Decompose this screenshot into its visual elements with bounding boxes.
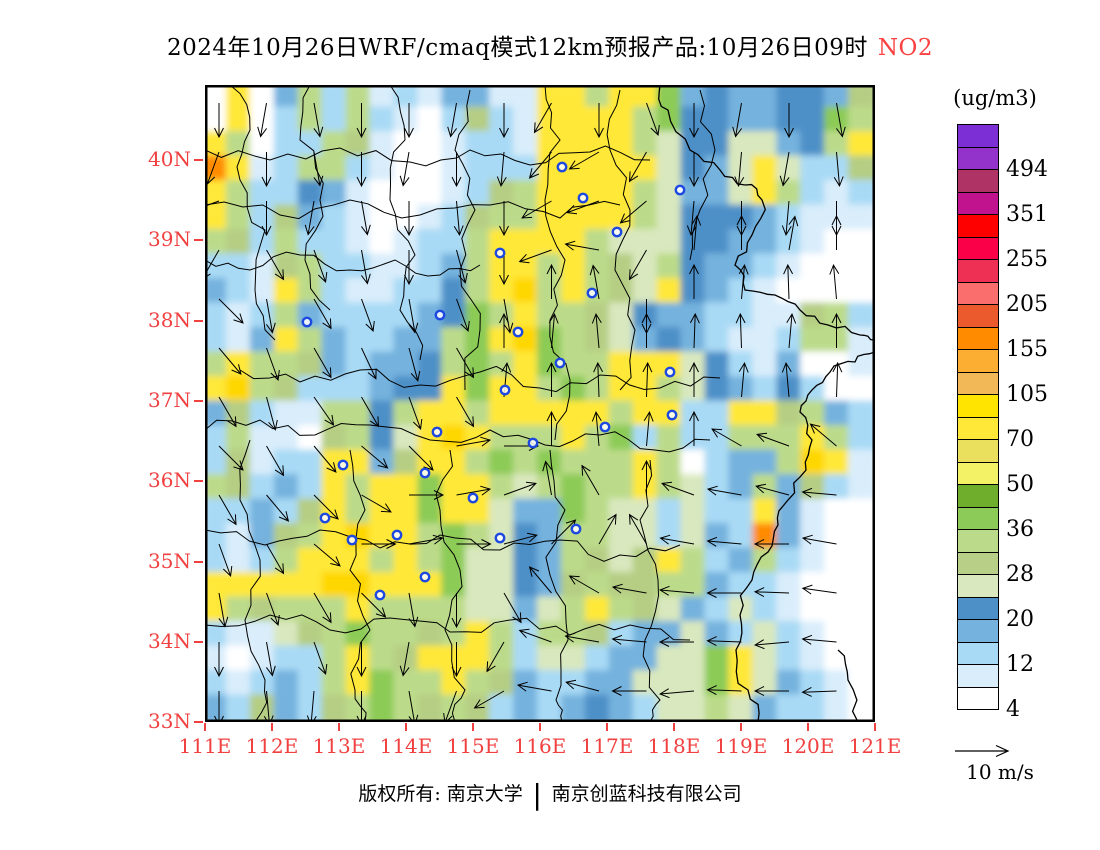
- lon-label: 112E: [245, 734, 299, 758]
- wind-legend-arrow: [955, 744, 1010, 758]
- city-markers: [301, 161, 686, 601]
- colorbar-label: 50: [1006, 472, 1034, 497]
- lat-tick: [194, 239, 203, 242]
- colorbar-box: [957, 326, 999, 350]
- wind-arrows: [205, 102, 846, 722]
- lon-tick: [204, 723, 206, 731]
- colorbar-box: [957, 529, 999, 553]
- lon-label: 114E: [379, 734, 433, 758]
- colorbar-box: [957, 349, 999, 373]
- colorbar-box: [957, 596, 999, 620]
- lon-label: 121E: [848, 734, 902, 758]
- colorbar-label: 351: [1006, 202, 1048, 227]
- colorbar-box: [957, 641, 999, 665]
- pollutant-label: NO2: [877, 35, 934, 61]
- reference-arrow-icon: [955, 744, 1010, 758]
- map-layers: [205, 85, 875, 722]
- coastline: [658, 85, 875, 722]
- lon-tick: [338, 723, 340, 731]
- lat-label: 38N: [148, 307, 191, 332]
- colorbar-box: [957, 124, 999, 148]
- copyright-footer: 版权所有: 南京大学 | 南京创蓝科技有限公司: [0, 778, 1100, 811]
- colorbar-box: [957, 191, 999, 215]
- province-boundaries: [205, 85, 721, 722]
- lon-label: 115E: [446, 734, 500, 758]
- lon-tick: [606, 723, 608, 731]
- lon-tick: [807, 723, 809, 731]
- lat-label: 33N: [148, 709, 191, 734]
- footer-separator: |: [528, 778, 546, 811]
- lat-tick: [194, 480, 203, 483]
- colorbar-box: [957, 686, 999, 710]
- colorbar-label: 70: [1006, 427, 1034, 452]
- lat-label: 36N: [148, 468, 191, 493]
- colorbar-box: [957, 394, 999, 418]
- page-title: 2024年10月26日WRF/cmaq模式12km预报产品:10月26日09时 N…: [0, 28, 1100, 62]
- lon-label: 118E: [647, 734, 701, 758]
- lon-label: 111E: [178, 734, 232, 758]
- title-text: 2024年10月26日WRF/cmaq模式12km预报产品:10月26日09时: [166, 35, 868, 61]
- lat-label: 40N: [148, 147, 191, 171]
- colorbar-box: [957, 439, 999, 463]
- wind-legend-label: 10 m/s: [966, 760, 1034, 784]
- lat-tick: [194, 399, 203, 402]
- colorbar-box: [957, 416, 999, 440]
- colorbar-box: [957, 461, 999, 485]
- map-canvas: [205, 85, 875, 722]
- lat-label: 35N: [148, 548, 191, 573]
- lon-tick: [405, 723, 407, 731]
- colorbar-label: 105: [1006, 382, 1048, 407]
- forecast-map: [205, 85, 875, 722]
- colorbar-box: [957, 259, 999, 283]
- lat-tick: [194, 560, 203, 563]
- lat-tick: [194, 159, 203, 161]
- colorbar-box: [957, 484, 999, 508]
- lon-label: 117E: [580, 734, 634, 758]
- lat-label: 37N: [148, 387, 191, 412]
- colorbar-box: [957, 281, 999, 305]
- lon-tick: [874, 723, 876, 731]
- lon-label: 120E: [781, 734, 835, 758]
- colorbar-box: [957, 214, 999, 238]
- lon-tick: [472, 723, 474, 731]
- colorbar-unit-label: (ug/m3): [953, 86, 1037, 110]
- colorbar-label: 20: [1006, 607, 1034, 632]
- colorbar-label: 12: [1006, 652, 1034, 677]
- lon-tick: [740, 723, 742, 731]
- colorbar-box: [957, 371, 999, 395]
- lat-tick: [194, 319, 203, 322]
- lon-label: 116E: [513, 734, 567, 758]
- colorbar-box: [957, 236, 999, 260]
- colorbar-label: 28: [1006, 562, 1034, 587]
- lon-tick: [673, 723, 675, 731]
- colorbar-box: [957, 574, 999, 598]
- footer-left: 版权所有: 南京大学: [358, 783, 523, 805]
- colorbar-box: [957, 551, 999, 575]
- colorbar-label: 4: [1006, 697, 1020, 722]
- colorbar-box: [957, 169, 999, 193]
- lon-tick: [539, 723, 541, 731]
- lon-label: 113E: [312, 734, 366, 758]
- concentration-field: [205, 85, 875, 722]
- colorbar-label: 205: [1006, 292, 1048, 317]
- colorbar-label: 494: [1006, 157, 1048, 182]
- lat-label: 39N: [148, 227, 191, 252]
- lat-label: 34N: [148, 628, 191, 653]
- lat-tick: [194, 721, 203, 724]
- footer-right: 南京创蓝科技有限公司: [551, 783, 742, 805]
- colorbar-box: [957, 619, 999, 643]
- colorbar-box: [957, 146, 999, 170]
- colorbar: [957, 124, 999, 710]
- lon-tick: [271, 723, 273, 731]
- colorbar-label: 36: [1006, 517, 1034, 542]
- lat-tick: [194, 640, 203, 643]
- colorbar-label: 255: [1006, 247, 1048, 272]
- colorbar-box: [957, 664, 999, 688]
- colorbar-label: 155: [1006, 337, 1048, 362]
- lon-label: 119E: [714, 734, 768, 758]
- colorbar-box: [957, 304, 999, 328]
- map-border: [205, 85, 875, 722]
- colorbar-box: [957, 506, 999, 530]
